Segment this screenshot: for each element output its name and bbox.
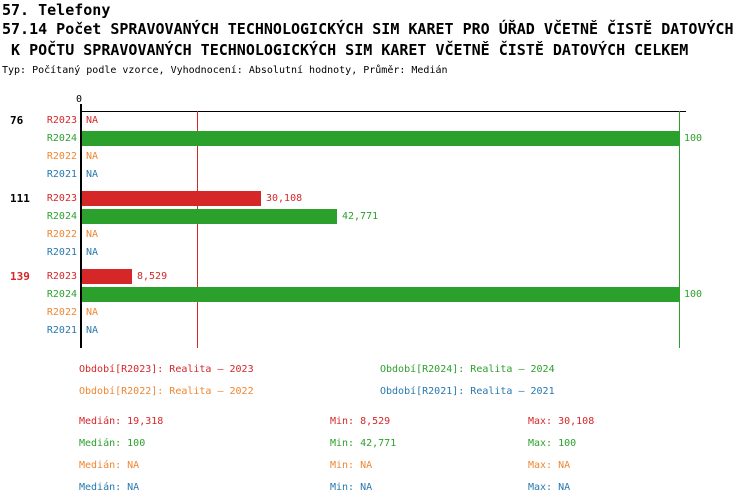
- stat-max-r2023: Max: 30,108: [528, 416, 595, 427]
- bar-value-label-76-r2023: NA: [86, 115, 99, 126]
- indicator-meta: Typ: Počítaný podle vzorce, Vyhodnocení:…: [2, 65, 448, 76]
- group-label-139: 139: [10, 270, 30, 283]
- series-label-76-r2021: R2021: [46, 169, 77, 180]
- stat-min-r2023: Min: 8,529: [330, 416, 391, 427]
- x-axis-zero-label: 0: [76, 94, 83, 105]
- chapter-title: 57. Telefony: [2, 1, 111, 19]
- series-label-111-r2021: R2021: [46, 247, 77, 258]
- stat-min-r2021: Min: NA: [330, 482, 373, 493]
- bar-value-label-139-r2022: NA: [86, 307, 99, 318]
- stat-median-r2021: Medián: NA: [79, 482, 140, 493]
- series-label-139-r2022: R2022: [46, 307, 77, 318]
- indicator-title-line2: K POČTU SPRAVOVANÝCH TECHNOLOGICKÝCH SIM…: [2, 41, 689, 59]
- legend-item-r2022: Období[R2022]: Realita – 2022: [79, 386, 254, 397]
- stat-max-r2022: Max: NA: [528, 460, 571, 471]
- x-axis-line: [80, 111, 686, 112]
- bar-value-label-139-r2021: NA: [86, 325, 99, 336]
- bar-value-label-76-r2022: NA: [86, 151, 99, 162]
- stat-median-r2022: Medián: NA: [79, 460, 140, 471]
- legend-item-r2021: Období[R2021]: Realita – 2021: [380, 386, 555, 397]
- stat-median-r2023: Medián: 19,318: [79, 416, 164, 427]
- series-label-111-r2024: R2024: [46, 211, 77, 222]
- group-label-111: 111: [10, 192, 30, 205]
- series-label-139-r2021: R2021: [46, 325, 77, 336]
- group-label-76: 76: [10, 114, 24, 127]
- stat-max-r2024: Max: 100: [528, 438, 577, 449]
- indicator-title-line1: 57.14 Počet SPRAVOVANÝCH TECHNOLOGICKÝCH…: [2, 20, 734, 38]
- bar-value-label-111-r2022: NA: [86, 229, 99, 240]
- reference-line-r2024: [679, 111, 680, 348]
- stat-min-r2022: Min: NA: [330, 460, 373, 471]
- stat-max-r2021: Max: NA: [528, 482, 571, 493]
- bar-value-label-76-r2021: NA: [86, 169, 99, 180]
- bar-139-r2024: [82, 287, 679, 302]
- bar-76-r2024: [82, 131, 679, 146]
- bar-value-label-111-r2021: NA: [86, 247, 99, 258]
- series-label-76-r2022: R2022: [46, 151, 77, 162]
- stat-min-r2024: Min: 42,771: [330, 438, 397, 449]
- stat-median-r2024: Medián: 100: [79, 438, 146, 449]
- series-label-111-r2022: R2022: [46, 229, 77, 240]
- bar-value-label-111-r2024: 42,771: [342, 211, 379, 222]
- bar-value-label-139-r2023: 8,529: [137, 271, 168, 282]
- series-label-76-r2024: R2024: [46, 133, 77, 144]
- series-label-111-r2023: R2023: [46, 193, 77, 204]
- bar-value-label-139-r2024: 100: [684, 289, 703, 300]
- bar-111-r2024: [82, 209, 337, 224]
- series-label-76-r2023: R2023: [46, 115, 77, 126]
- bar-value-label-76-r2024: 100: [684, 133, 703, 144]
- bar-139-r2023: [82, 269, 132, 284]
- bar-111-r2023: [82, 191, 261, 206]
- series-label-139-r2023: R2023: [46, 271, 77, 282]
- reference-line-r2023: [197, 111, 198, 348]
- y-axis-line: [80, 104, 82, 348]
- bar-value-label-111-r2023: 30,108: [266, 193, 303, 204]
- series-label-139-r2024: R2024: [46, 289, 77, 300]
- legend-item-r2023: Období[R2023]: Realita – 2023: [79, 364, 254, 375]
- legend-item-r2024: Období[R2024]: Realita – 2024: [380, 364, 555, 375]
